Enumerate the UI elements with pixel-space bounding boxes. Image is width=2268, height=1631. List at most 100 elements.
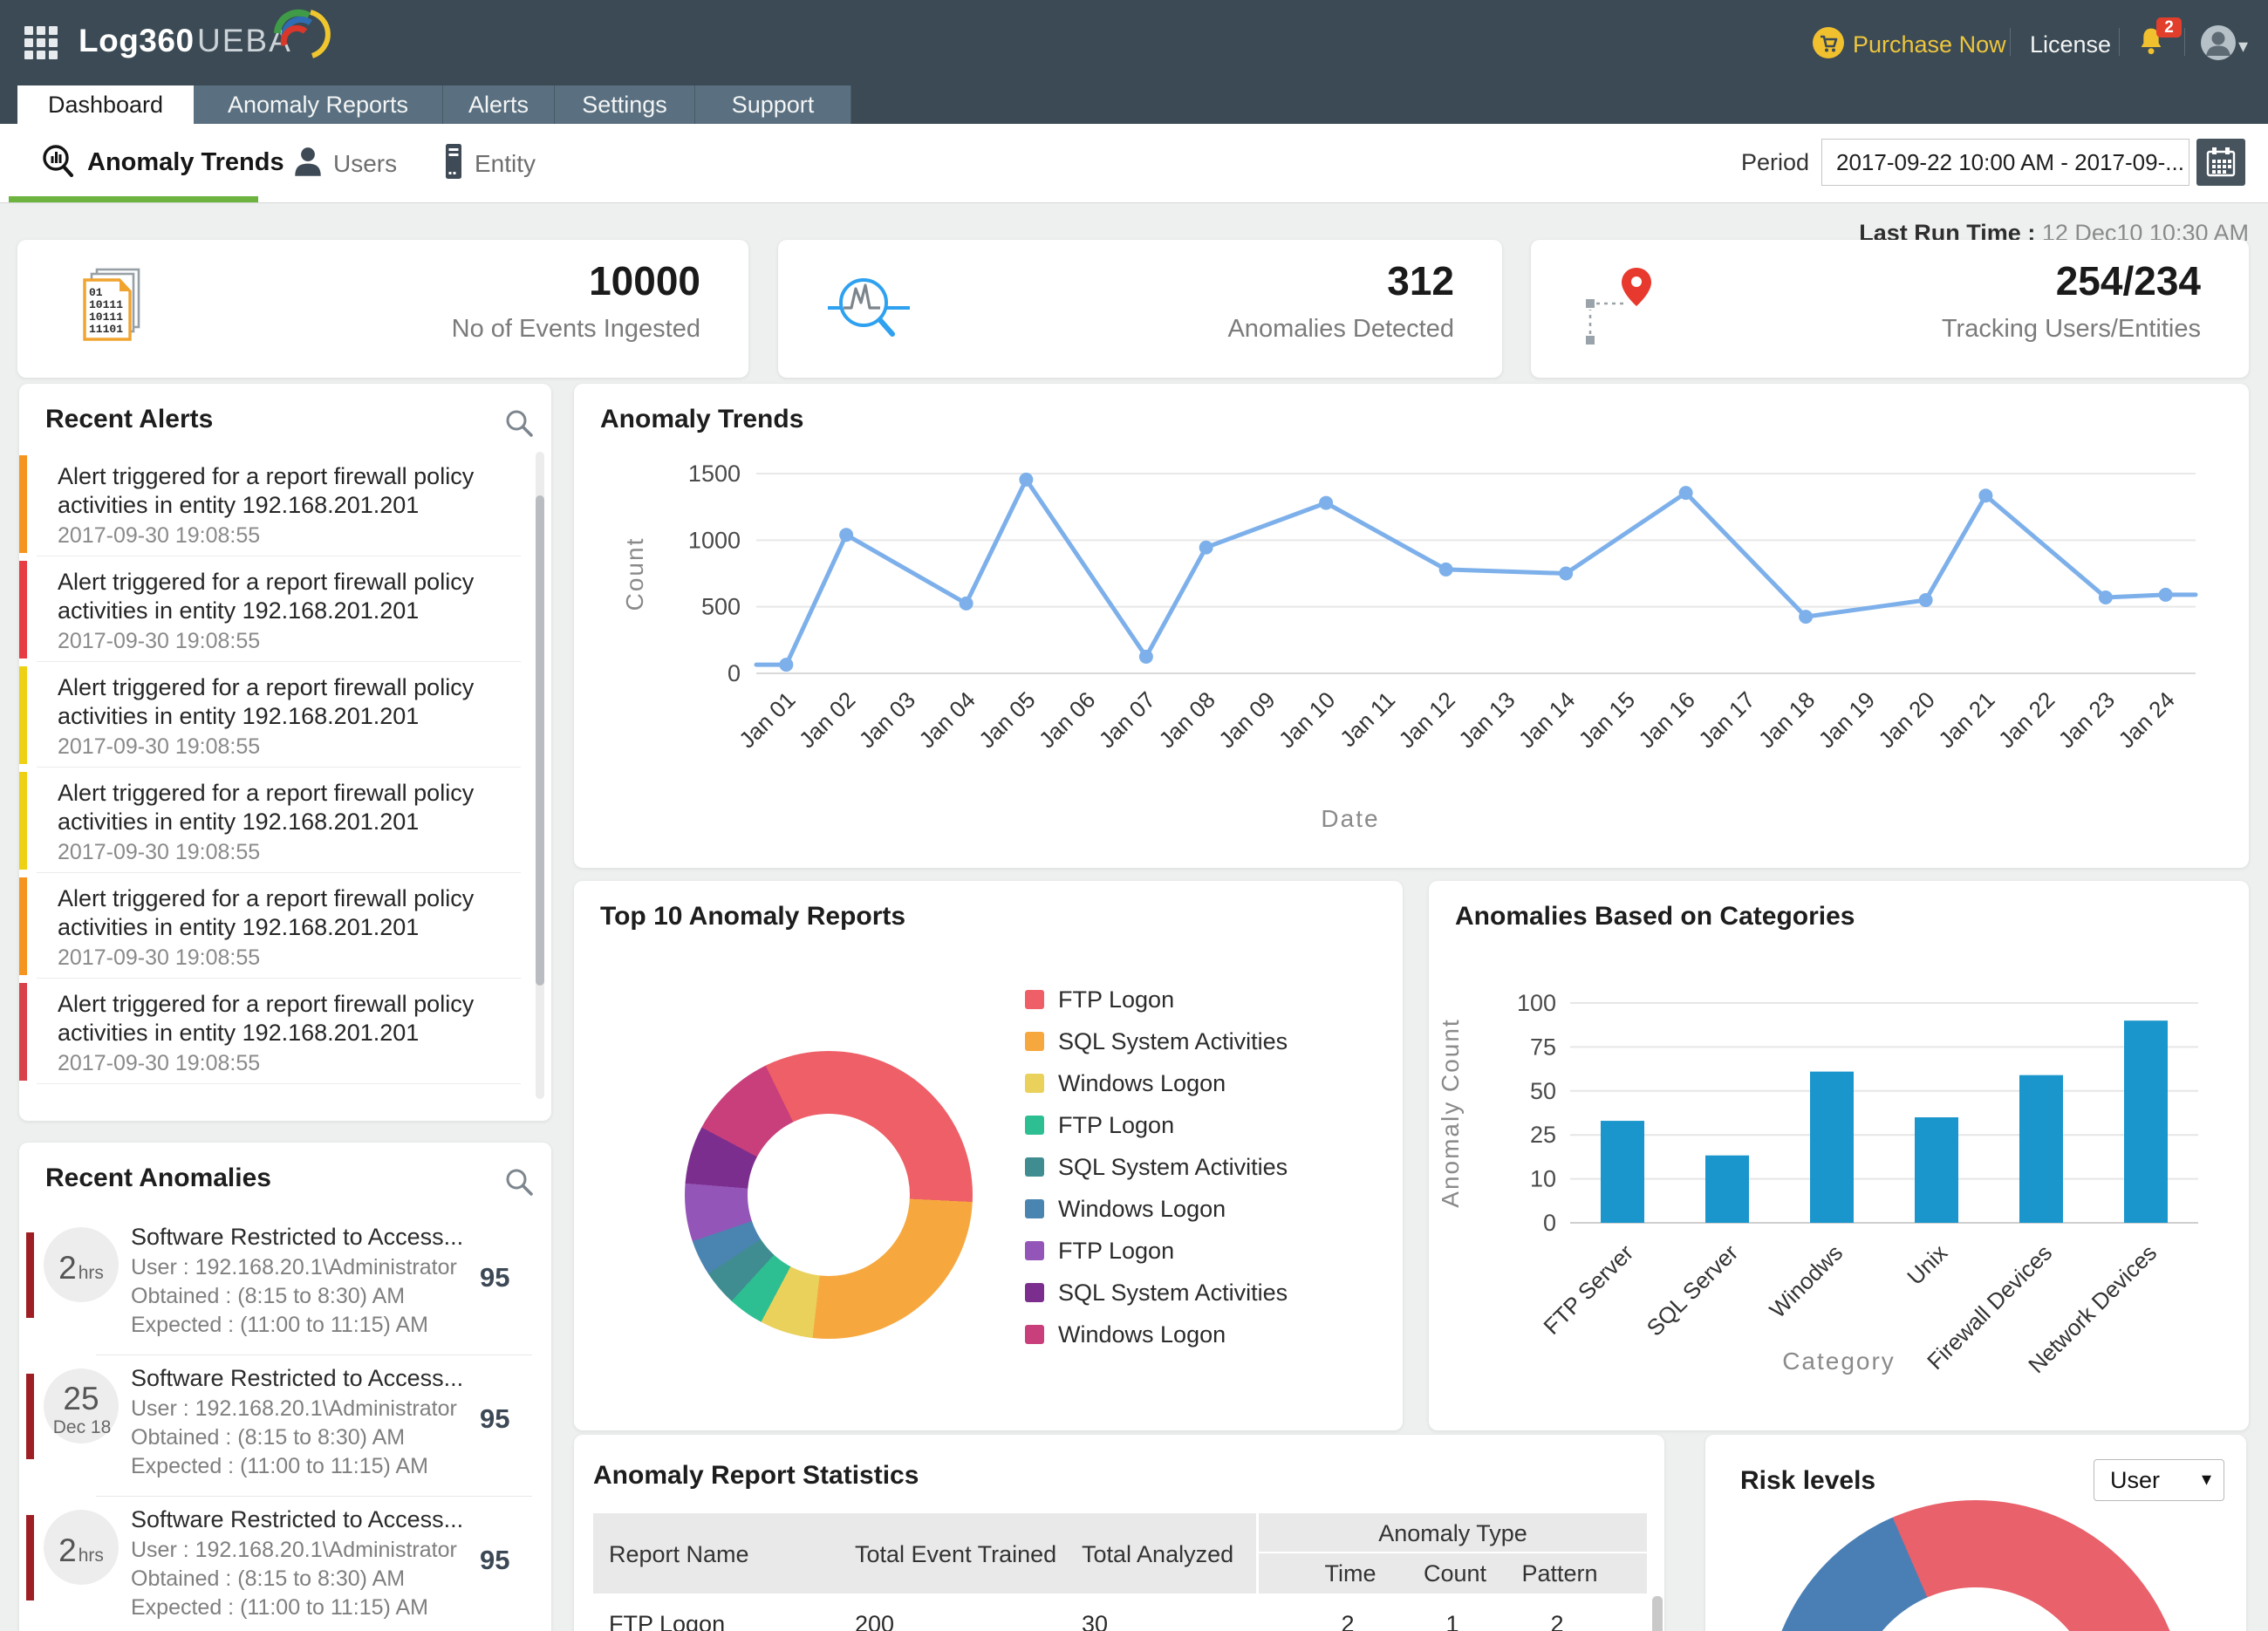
categories-title: Anomalies Based on Categories [1455, 902, 1855, 931]
col-total-event-trained: Total Event Trained [855, 1541, 1057, 1567]
legend-item[interactable]: FTP Logon [1025, 1104, 1288, 1146]
risk-levels-card: Risk levels User ▾ [1705, 1435, 2246, 1631]
subnav-entity-label[interactable]: Entity [475, 150, 536, 177]
chevron-down-icon: ▾ [2201, 1468, 2211, 1490]
alert-list-item[interactable]: Alert triggered for a report firewall po… [19, 979, 529, 1084]
stat-card-anomalies-detected: 312 Anomalies Detected [778, 240, 1502, 378]
legend-item[interactable]: SQL System Activities [1025, 1146, 1288, 1188]
col-pattern: Pattern [1521, 1560, 1598, 1587]
svg-text:Unix: Unix [1902, 1239, 1952, 1290]
legend-swatch [1025, 1199, 1044, 1218]
badge-main: 2 [58, 1250, 77, 1286]
statistics-table-header: Report Name Total Event Trained Total An… [593, 1513, 1647, 1593]
alerts-scrollbar-thumb[interactable] [536, 495, 544, 986]
tracking-pin-icon [1586, 268, 1651, 345]
anomaly-list-item[interactable]: 25 Dec 18 Software Restricted to Access...… [19, 1358, 551, 1498]
legend-label: Windows Logon [1058, 1069, 1226, 1096]
anomaly-list-item[interactable]: 2 hrs Software Restricted to Access... User… [19, 1217, 551, 1356]
categories-plot: 0 10 25 50 75 100 FTP Server SQL Server Winodws U… [1437, 990, 2198, 1378]
tab-dashboard[interactable]: Dashboard [17, 85, 194, 124]
alert-list-item[interactable]: Alert triggered for a report firewall po… [19, 874, 529, 979]
period-range-input[interactable]: 2017-09-22 10:00 AM - 2017-09-... [1821, 139, 2189, 186]
calendar-button[interactable] [2196, 139, 2245, 186]
svg-text:10111: 10111 [89, 298, 123, 311]
cell-trained: 200 [855, 1611, 895, 1631]
anomaly-list-item[interactable]: 2 hrs Software Restricted to Access... User… [19, 1499, 551, 1631]
subnav-anomaly-trends[interactable] [40, 143, 77, 186]
purchase-now-button[interactable]: Purchase Now [1853, 31, 2006, 58]
anomaly-title: Software Restricted to Access... [131, 1365, 464, 1391]
anomaly-expected: Expected : (11:00 to 11:15) AM [131, 1454, 428, 1478]
cell-time: 2 [1341, 1611, 1355, 1631]
anomaly-user: User : 192.168.20.1\Administrator [131, 1538, 457, 1562]
risk-entity-selector[interactable]: User ▾ [2094, 1459, 2224, 1501]
svg-text:Jan 05: Jan 05 [973, 686, 1040, 753]
alert-list-item[interactable]: Alert triggered for a report firewall po… [19, 557, 529, 662]
svg-text:Jan 24: Jan 24 [2113, 686, 2179, 753]
divider [37, 767, 521, 768]
apps-grid-icon[interactable] [24, 26, 58, 59]
alert-message: Alert triggered for a report firewall po… [58, 991, 475, 1046]
legend-swatch [1025, 1325, 1044, 1344]
anomaly-time-badge: 2 hrs [44, 1510, 119, 1585]
alert-list-item[interactable]: Alert triggered for a report firewall po… [19, 452, 529, 556]
entity-icon[interactable] [438, 141, 469, 186]
statistics-title: Anomaly Report Statistics [593, 1461, 919, 1490]
table-row[interactable]: FTP Logon 200 30 2 1 2 [593, 1593, 1647, 1631]
notifications-bell-icon[interactable] [2137, 26, 2165, 58]
subnav-users-label[interactable]: Users [333, 150, 398, 177]
license-button[interactable]: License [2030, 31, 2112, 58]
search-icon[interactable] [504, 408, 534, 438]
stat-card-events-ingested: 01 10111 10111 11101 10000 No of Events Ing… [17, 240, 748, 378]
tab-support[interactable]: Support [695, 85, 851, 124]
tab-anomaly-reports[interactable]: Anomaly Reports [194, 85, 443, 124]
svg-text:Jan 21: Jan 21 [1933, 686, 1999, 753]
svg-text:Jan 04: Jan 04 [913, 686, 980, 753]
recent-anomalies-card: Recent Anomalies 2 hrs Software Restricted… [19, 1143, 551, 1631]
topbar-divider [2010, 28, 2011, 56]
svg-text:0: 0 [728, 660, 741, 686]
avatar-caret-icon[interactable]: ▾ [2238, 35, 2249, 57]
svg-text:10: 10 [1530, 1166, 1556, 1192]
alert-severity-bar [19, 877, 27, 975]
svg-text:Jan 16: Jan 16 [1633, 686, 1699, 753]
legend-item[interactable]: FTP Logon [1025, 1230, 1288, 1272]
svg-text:Jan 11: Jan 11 [1335, 686, 1400, 752]
svg-text:Jan 12: Jan 12 [1393, 686, 1459, 753]
user-avatar[interactable] [2200, 24, 2237, 61]
legend-item[interactable]: Windows Logon [1025, 1062, 1288, 1104]
legend-item[interactable]: SQL System Activities [1025, 1020, 1288, 1062]
legend-label: SQL System Activities [1058, 1027, 1288, 1054]
legend-item[interactable]: SQL System Activities [1025, 1272, 1288, 1314]
legend-item[interactable]: Windows Logon [1025, 1314, 1288, 1355]
recent-alerts-list: Alert triggered for a report firewall po… [19, 452, 551, 1099]
legend-swatch [1025, 1157, 1044, 1177]
alert-list-item[interactable]: Alert triggered for a report firewall po… [19, 663, 529, 768]
legend-swatch [1025, 1074, 1044, 1093]
tab-alerts[interactable]: Alerts [443, 85, 555, 124]
subnav-anomaly-trends-label[interactable]: Anomaly Trends [87, 148, 284, 176]
anomalies-detected-icon [828, 278, 910, 337]
anomaly-severity-bar [26, 1374, 34, 1459]
users-icon[interactable] [291, 145, 324, 184]
logo-log360: Log360 [79, 23, 195, 58]
search-icon[interactable] [504, 1167, 534, 1197]
table-scrollbar-thumb[interactable] [1652, 1596, 1663, 1631]
recent-alerts-title: Recent Alerts [45, 405, 214, 433]
alert-message: Alert triggered for a report firewall po… [58, 780, 475, 835]
divider [37, 872, 521, 873]
svg-text:50: 50 [1530, 1078, 1556, 1104]
cart-icon[interactable] [1813, 27, 1844, 58]
svg-text:Jan 07: Jan 07 [1094, 686, 1160, 753]
alert-timestamp: 2017-09-30 19:08:55 [58, 1051, 261, 1075]
legend-label: FTP Logon [1058, 1237, 1175, 1264]
legend-item[interactable]: FTP Logon [1025, 979, 1288, 1020]
legend-label: FTP Logon [1058, 986, 1175, 1013]
alert-list-item[interactable]: Alert triggered for a report firewall po… [19, 768, 529, 873]
subnav: Anomaly Trends Users Entity Period 2017-… [0, 124, 2268, 203]
tab-settings[interactable]: Settings [555, 85, 695, 124]
recent-anomalies-list: 2 hrs Software Restricted to Access... User… [19, 1217, 551, 1631]
svg-text:FTP Server: FTP Server [1538, 1239, 1638, 1340]
legend-item[interactable]: Windows Logon [1025, 1188, 1288, 1230]
